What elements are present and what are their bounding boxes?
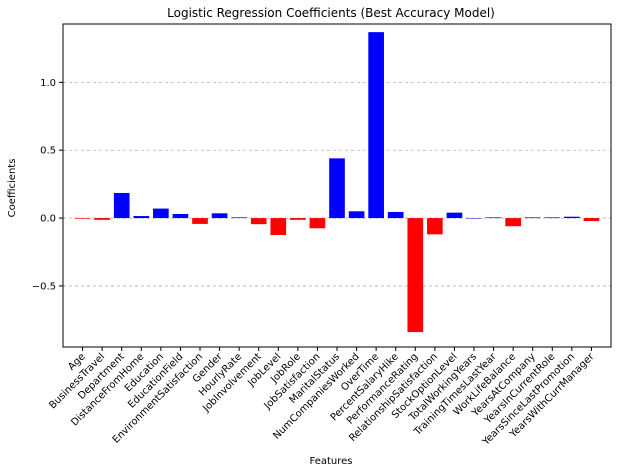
bar: [524, 217, 541, 219]
bar: [583, 218, 600, 222]
bar: [113, 192, 130, 219]
bar: [544, 217, 561, 219]
bar: [172, 214, 189, 219]
bar: [250, 218, 267, 225]
bar: [192, 218, 208, 224]
bar: [133, 216, 150, 219]
bar: [387, 211, 404, 219]
y-axis-label: Coefficients: [7, 159, 18, 218]
bar: [427, 218, 443, 235]
bar: [74, 218, 91, 219]
bar: [446, 212, 463, 219]
y-tick-label: 0.5: [40, 146, 56, 157]
y-axis: −0.5 0.0 0.5 1.0: [32, 78, 63, 292]
bar: [485, 217, 502, 219]
y-tick-label: 0.0: [40, 214, 56, 225]
bar: [564, 216, 580, 219]
x-axis-label: Features: [310, 456, 353, 467]
bar: [407, 218, 424, 333]
bar: [505, 218, 521, 227]
bar: [211, 213, 228, 219]
y-tick-label: 1.0: [40, 78, 56, 89]
bars: [74, 32, 600, 333]
chart-title: Logistic Regression Coefficients (Best A…: [167, 6, 495, 20]
x-axis: AgeBusinessTravelDepartmentDistanceFromH…: [47, 347, 597, 448]
bar: [153, 208, 169, 219]
bar: [231, 217, 247, 219]
bar: [368, 32, 384, 219]
bar: [329, 158, 345, 219]
bar: [94, 218, 110, 220]
bar: [270, 218, 287, 236]
bar: [466, 218, 482, 219]
bar: [290, 218, 306, 220]
bar: [348, 211, 365, 219]
bar: [309, 218, 326, 229]
y-tick-label: −0.5: [32, 281, 56, 292]
